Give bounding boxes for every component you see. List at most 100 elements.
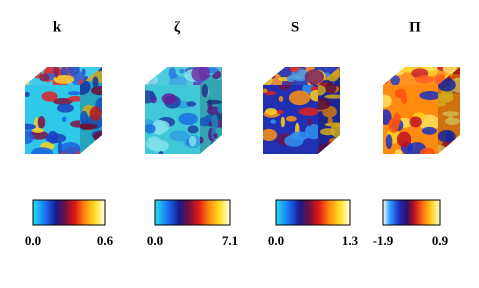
field-blob (438, 130, 456, 143)
field-blob (263, 88, 268, 93)
face-shade (383, 67, 460, 85)
field-blob (168, 67, 177, 80)
field-blob (89, 106, 102, 121)
field-blob (421, 126, 437, 135)
field-blob (383, 67, 394, 77)
field-blob (289, 67, 300, 73)
field-blob (383, 109, 392, 125)
field-blob (285, 115, 297, 122)
field-blob (205, 146, 222, 154)
field-blob (158, 151, 164, 154)
field-blob (145, 124, 156, 134)
field-blob (298, 107, 318, 116)
field-blob (188, 135, 197, 147)
field-blob (80, 110, 89, 126)
face-shade (200, 67, 222, 154)
field-blob (414, 75, 434, 84)
field-blob (155, 120, 170, 133)
field-blob (92, 76, 99, 88)
field-blob (80, 123, 98, 130)
colorbar (154, 199, 231, 226)
field-blob (438, 102, 447, 107)
field-blob (309, 89, 318, 102)
field-blob (179, 68, 185, 74)
field-blob (53, 67, 60, 78)
field-blob (67, 91, 80, 96)
field-blob (383, 94, 392, 108)
field-blob (87, 148, 94, 154)
field-blob (325, 82, 337, 94)
colorbar (382, 199, 441, 226)
colorbar (32, 199, 106, 226)
field-blob (32, 128, 44, 133)
field-blob (409, 116, 422, 128)
field-blob (67, 67, 80, 76)
field-blob (213, 133, 218, 139)
field-blob (265, 107, 278, 116)
field-blob (67, 95, 80, 102)
colorbar-min-label: -1.9 (373, 233, 394, 248)
field-blob (319, 128, 336, 136)
field-blob (383, 67, 399, 75)
field-blob (81, 68, 86, 76)
field-blob (442, 67, 457, 74)
cube (383, 67, 460, 154)
field-blob (201, 84, 209, 98)
field-blob (263, 128, 278, 142)
field-blob (383, 67, 391, 79)
field-blob (214, 146, 220, 154)
face-shade (263, 67, 340, 85)
field-blob (318, 98, 331, 111)
cube (145, 67, 222, 154)
face-shade (25, 67, 102, 85)
field-blob (41, 91, 58, 102)
field-blob (304, 69, 325, 85)
face-shade (318, 67, 340, 154)
field-blob (53, 75, 75, 84)
field-blob (200, 136, 204, 144)
colorbar-min-label: 0.0 (147, 233, 163, 248)
panel-title: ζ (174, 19, 181, 35)
field-blob (57, 141, 63, 154)
field-blob (145, 67, 159, 75)
cube (25, 67, 102, 154)
field-blob (324, 122, 340, 127)
field-blob (304, 123, 318, 140)
colorbar-max-label: 0.9 (432, 233, 449, 248)
field-blob (280, 116, 285, 128)
field-blob (168, 76, 187, 85)
field-blob (288, 90, 311, 106)
field-blob (161, 93, 177, 105)
field-blob (37, 116, 46, 129)
field-blob (456, 148, 460, 154)
field-blob (307, 118, 312, 127)
field-blob (178, 112, 198, 126)
field-blob (264, 90, 277, 96)
field-blob (211, 114, 219, 130)
face-shade (145, 67, 222, 85)
field-blob (328, 150, 337, 154)
field-blob (284, 134, 304, 147)
field-blob (401, 95, 407, 105)
field-blob (60, 142, 80, 154)
field-blob (206, 99, 222, 105)
field-blob (438, 144, 448, 154)
field-blob (146, 136, 162, 151)
field-blob (52, 98, 73, 105)
field-blob (419, 91, 438, 100)
field-blob (324, 94, 340, 99)
field-blob (80, 79, 91, 95)
field-blob (213, 142, 222, 154)
field-blob (25, 131, 34, 144)
cube-face (25, 85, 80, 154)
field-blob (442, 111, 459, 117)
field-blob (87, 146, 102, 154)
field-blob (394, 149, 403, 154)
field-blob (217, 103, 222, 114)
colorbar (275, 199, 351, 226)
field-blob (39, 73, 50, 82)
cube-face (383, 85, 438, 154)
cube-face (200, 67, 222, 154)
field-blob (31, 147, 54, 154)
cube-face (263, 85, 318, 154)
